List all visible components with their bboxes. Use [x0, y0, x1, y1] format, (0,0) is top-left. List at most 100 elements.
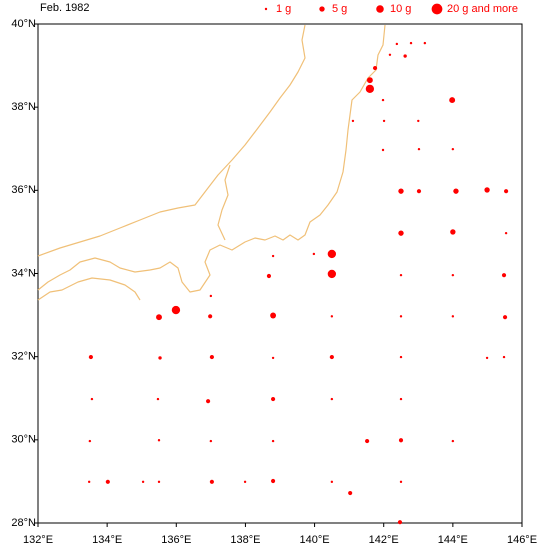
catch-point: [156, 314, 162, 321]
y-tick-label: 36°N: [11, 184, 36, 196]
catch-point: [451, 147, 455, 151]
catch-point: [330, 480, 334, 484]
catch-point: [399, 273, 403, 277]
x-tick-label: 144°E: [438, 534, 468, 546]
catch-point: [208, 314, 213, 319]
coastline-honshu-east: [149, 24, 386, 293]
x-tick-label: 140°E: [300, 534, 330, 546]
catch-point: [88, 439, 92, 443]
legend-marker: [431, 3, 443, 15]
catch-point: [372, 65, 378, 71]
catch-point: [87, 480, 91, 484]
legend-label: 1 g: [276, 3, 291, 15]
catch-point: [312, 252, 316, 256]
x-tick-label: 138°E: [230, 534, 260, 546]
x-tick-label: 146°E: [507, 534, 537, 546]
catch-point: [243, 480, 247, 484]
catch-point: [271, 356, 275, 360]
catch-point: [271, 439, 275, 443]
catch-point: [366, 77, 373, 84]
catch-point: [399, 397, 403, 401]
catch-point: [484, 187, 490, 193]
catch-point: [416, 189, 422, 194]
y-tick-label: 28°N: [11, 517, 36, 529]
x-tick-label: 136°E: [161, 534, 191, 546]
catch-point: [417, 119, 420, 123]
catch-point: [398, 438, 404, 443]
catch-point: [398, 230, 404, 236]
catch-point: [171, 305, 181, 315]
catch-point: [417, 147, 421, 151]
catch-point: [453, 188, 459, 194]
catch-point: [403, 54, 407, 58]
catch-point: [271, 397, 276, 402]
catch-point: [399, 355, 403, 359]
catch-point: [209, 439, 213, 443]
catch-point: [209, 294, 213, 298]
catch-point: [327, 249, 337, 259]
catch-point: [348, 490, 353, 496]
coastline-kyushu: [37, 277, 141, 301]
catch-point: [409, 41, 413, 45]
coastline-honshu-west: [37, 24, 306, 257]
catch-point: [451, 439, 455, 443]
y-tick-label: 32°N: [11, 351, 36, 363]
catch-point: [156, 397, 160, 401]
catch-point: [351, 119, 355, 123]
catch-point: [90, 397, 94, 401]
catch-point: [388, 53, 392, 56]
y-tick-label: 34°N: [11, 267, 36, 279]
catch-point: [105, 479, 110, 484]
catch-point: [157, 439, 161, 442]
catch-point: [266, 273, 272, 279]
coastline-shikoku: [37, 257, 151, 291]
catch-point: [330, 397, 334, 401]
x-tick-label: 142°E: [369, 534, 399, 546]
catch-point: [502, 355, 506, 359]
catch-point: [365, 439, 370, 444]
catch-point: [141, 480, 145, 484]
catch-point: [158, 356, 162, 360]
catch-point: [88, 355, 93, 360]
catch-point: [382, 119, 386, 123]
catch-point: [381, 148, 385, 152]
legend-label: 20 g and more: [447, 3, 518, 15]
y-tick-label: 30°N: [11, 434, 36, 446]
catch-point: [423, 41, 427, 45]
catch-point: [450, 229, 456, 235]
catch-point: [485, 356, 489, 360]
catch-point: [504, 189, 509, 194]
y-tick-label: 40°N: [11, 18, 36, 30]
catch-point: [157, 480, 161, 484]
catch-point: [501, 273, 507, 278]
catch-point: [209, 479, 214, 484]
catch-point: [395, 42, 399, 46]
catch-point: [330, 315, 334, 318]
coastline: [37, 24, 386, 301]
catch-point: [271, 478, 276, 484]
legend-marker: [264, 7, 268, 11]
catch-point: [209, 355, 214, 360]
catch-point: [449, 97, 456, 104]
catch-point: [451, 273, 455, 277]
y-tick-label: 38°N: [11, 101, 36, 113]
catch-point: [270, 312, 277, 319]
catch-point: [206, 399, 211, 404]
catch-point: [271, 254, 275, 258]
catch-point: [327, 269, 337, 279]
x-tick-label: 132°E: [23, 534, 53, 546]
catch-point: [381, 98, 385, 102]
legend-label: 5 g: [332, 3, 347, 15]
legend-label: 10 g: [390, 3, 411, 15]
legend-marker: [376, 5, 384, 13]
catch-point: [365, 84, 375, 94]
catch-point: [451, 315, 455, 318]
catch-point: [329, 355, 334, 360]
catch-point: [399, 480, 403, 484]
x-tick-label: 134°E: [92, 534, 122, 546]
coastline-chubu: [217, 164, 231, 241]
catch-point: [397, 520, 403, 525]
legend-marker: [319, 6, 325, 12]
map-title: Feb. 1982: [40, 2, 90, 14]
